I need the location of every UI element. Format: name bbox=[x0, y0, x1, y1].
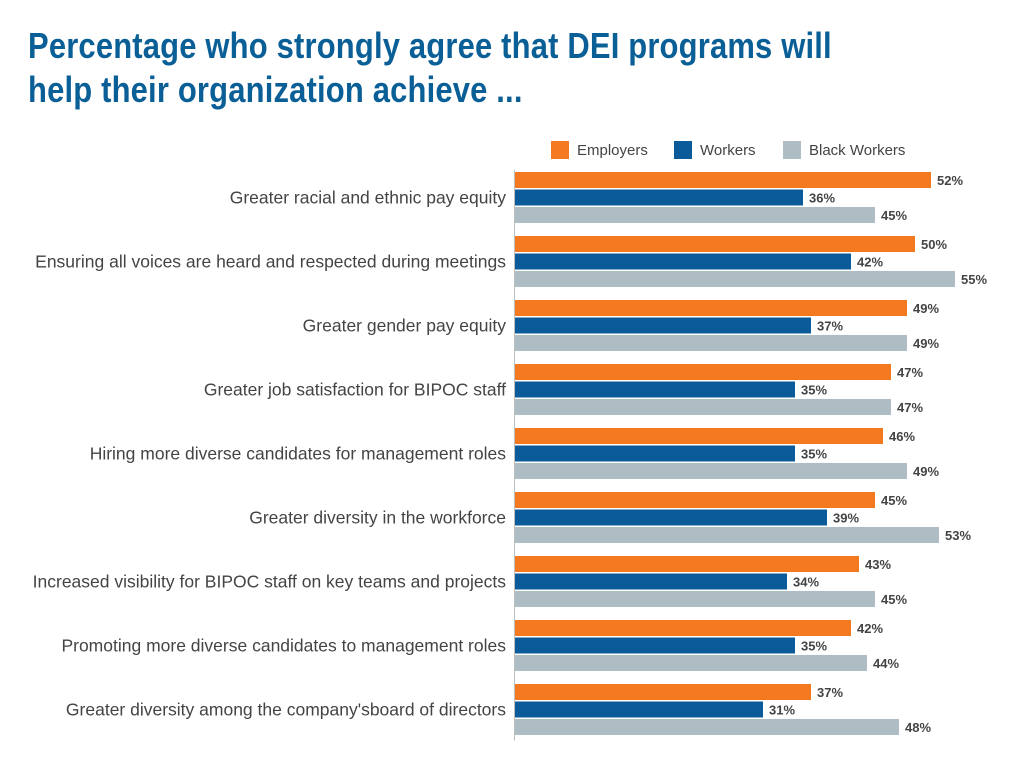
bar-workers bbox=[515, 637, 795, 654]
bar-workers bbox=[515, 445, 795, 462]
bar-black-workers bbox=[515, 463, 907, 479]
bar-black-workers bbox=[515, 271, 955, 287]
bar-group: Greater diversity among the company'sboa… bbox=[66, 684, 931, 735]
data-label: 50% bbox=[921, 237, 947, 252]
bar-employers bbox=[515, 300, 907, 316]
legend-swatch bbox=[783, 141, 801, 159]
category-label: Ensuring all voices are heard and respec… bbox=[35, 252, 506, 272]
chart-legend: Employers Workers Black Workers bbox=[551, 141, 905, 159]
bar-workers bbox=[515, 317, 811, 334]
bar-group: Promoting more diverse candidates to man… bbox=[61, 620, 899, 671]
data-label: 37% bbox=[817, 319, 843, 334]
data-label: 31% bbox=[769, 703, 795, 718]
bar-workers bbox=[515, 701, 763, 718]
data-label: 44% bbox=[873, 656, 899, 671]
bar-workers bbox=[515, 189, 803, 206]
legend-swatch bbox=[674, 141, 692, 159]
bar-employers bbox=[515, 172, 931, 188]
data-label: 47% bbox=[897, 400, 923, 415]
category-label: Greater job satisfaction for BIPOC staff bbox=[204, 380, 506, 400]
category-label: Hiring more diverse candidates for manag… bbox=[90, 444, 507, 464]
data-label: 47% bbox=[897, 365, 923, 380]
bar-employers bbox=[515, 236, 915, 252]
data-label: 35% bbox=[801, 447, 827, 462]
data-label: 36% bbox=[809, 191, 835, 206]
legend-label: Workers bbox=[700, 142, 756, 159]
legend-label: Black Workers bbox=[809, 142, 905, 159]
bar-group: Increased visibility for BIPOC staff on … bbox=[33, 556, 907, 607]
data-label: 39% bbox=[833, 511, 859, 526]
bar-employers bbox=[515, 684, 811, 700]
chart-plot-area: Greater racial and ethnic pay equity 52% 3… bbox=[33, 170, 987, 741]
category-label: Greater diversity among the company'sboa… bbox=[66, 700, 506, 720]
bar-employers bbox=[515, 556, 859, 572]
bar-black-workers bbox=[515, 207, 875, 223]
bar-workers bbox=[515, 381, 795, 398]
category-label: Promoting more diverse candidates to man… bbox=[61, 636, 506, 656]
data-label: 55% bbox=[961, 272, 987, 287]
bar-black-workers bbox=[515, 591, 875, 607]
bar-group: Greater job satisfaction for BIPOC staff… bbox=[204, 364, 923, 415]
data-label: 45% bbox=[881, 208, 907, 223]
data-label: 48% bbox=[905, 720, 931, 735]
bar-employers bbox=[515, 428, 883, 444]
legend-swatch bbox=[551, 141, 569, 159]
bar-black-workers bbox=[515, 719, 899, 735]
bar-black-workers bbox=[515, 335, 907, 351]
bar-group: Greater racial and ethnic pay equity 52% 3… bbox=[230, 172, 963, 223]
data-label: 49% bbox=[913, 464, 939, 479]
data-label: 35% bbox=[801, 639, 827, 654]
data-label: 49% bbox=[913, 301, 939, 316]
category-label: Increased visibility for BIPOC staff on … bbox=[33, 572, 507, 592]
bar-black-workers bbox=[515, 655, 867, 671]
data-label: 52% bbox=[937, 173, 963, 188]
data-label: 37% bbox=[817, 685, 843, 700]
bar-group: Greater diversity in the workforce 45% 39%… bbox=[249, 492, 971, 543]
legend-label: Employers bbox=[577, 142, 648, 159]
data-label: 49% bbox=[913, 336, 939, 351]
data-label: 35% bbox=[801, 383, 827, 398]
bar-employers bbox=[515, 364, 891, 380]
category-label: Greater diversity in the workforce bbox=[249, 508, 506, 528]
bar-black-workers bbox=[515, 399, 891, 415]
data-label: 43% bbox=[865, 557, 891, 572]
data-label: 45% bbox=[881, 592, 907, 607]
data-label: 34% bbox=[793, 575, 819, 590]
bar-employers bbox=[515, 620, 851, 636]
data-label: 42% bbox=[857, 255, 883, 270]
bar-group: Hiring more diverse candidates for manag… bbox=[90, 428, 939, 479]
bar-black-workers bbox=[515, 527, 939, 543]
data-label: 46% bbox=[889, 429, 915, 444]
data-label: 45% bbox=[881, 493, 907, 508]
bar-group: Greater gender pay equity 49% 37% 49% bbox=[303, 300, 939, 351]
bar-group: Ensuring all voices are heard and respec… bbox=[35, 236, 987, 287]
category-label: Greater racial and ethnic pay equity bbox=[230, 188, 507, 208]
bar-workers bbox=[515, 253, 851, 270]
bar-workers bbox=[515, 573, 787, 590]
chart-title: Percentage who strongly agree that DEI p… bbox=[28, 25, 832, 110]
bar-employers bbox=[515, 492, 875, 508]
bar-workers bbox=[515, 509, 827, 526]
data-label: 42% bbox=[857, 621, 883, 636]
category-label: Greater gender pay equity bbox=[303, 316, 507, 336]
data-label: 53% bbox=[945, 528, 971, 543]
